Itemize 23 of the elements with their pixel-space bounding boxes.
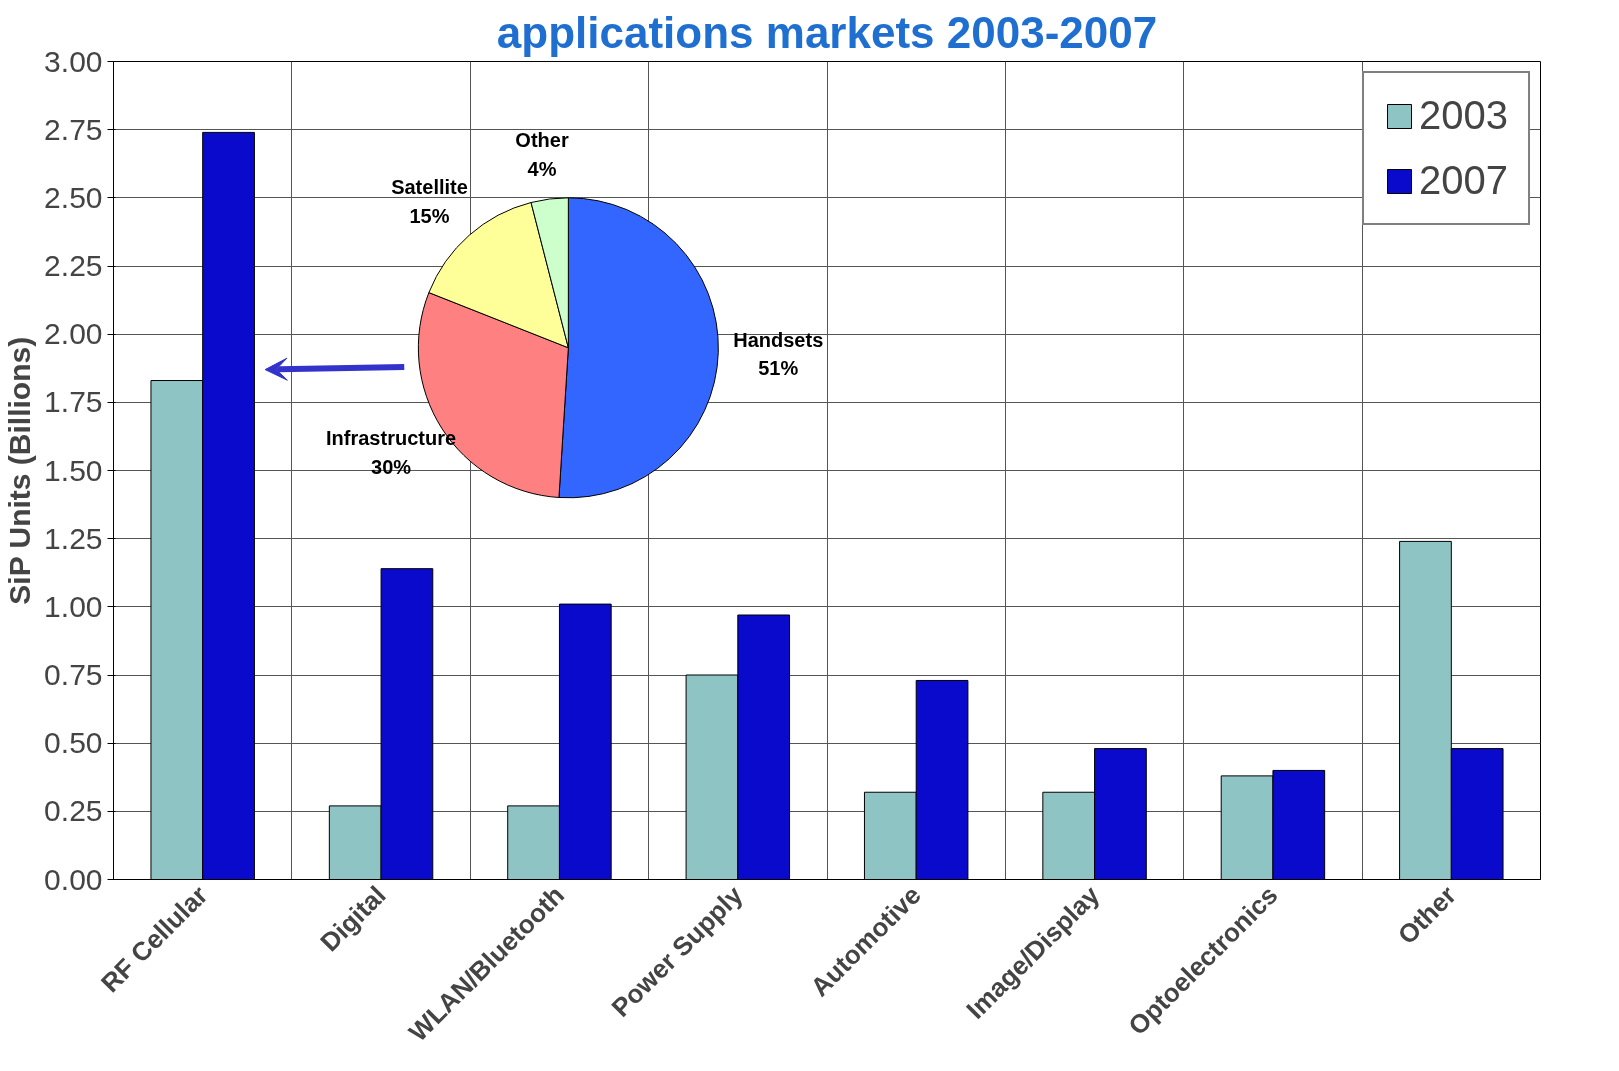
slice-label: Handsets xyxy=(733,328,824,351)
y-tick-label: 0.50 xyxy=(44,726,103,760)
slice-label: Satellite xyxy=(391,176,468,199)
data-label: 15% xyxy=(409,204,450,227)
y-tick-label: 2.25 xyxy=(44,249,103,282)
y-tick-label: 0.00 xyxy=(44,862,103,896)
y-tick-label: 1.25 xyxy=(44,521,103,555)
y-tick-label: 1.50 xyxy=(44,453,103,487)
legend-label: 2007 xyxy=(1419,158,1508,203)
y-tick-label: 1.75 xyxy=(44,385,103,419)
y-tick-label: 2.75 xyxy=(44,112,103,146)
y-tick-label: 2.50 xyxy=(44,180,103,214)
y-axis-title: SiP Units (Billions) xyxy=(3,336,37,605)
slice-label: Other xyxy=(515,129,569,152)
y-tick-label: 0.25 xyxy=(44,794,103,828)
data-label: 51% xyxy=(758,357,799,380)
chart-title: applications markets 2003-2007 xyxy=(496,7,1158,57)
y-tick-label: 3.00 xyxy=(44,44,103,78)
data-label: 4% xyxy=(527,157,557,180)
y-tick-label: 2.00 xyxy=(44,317,103,351)
legend-label: 2003 xyxy=(1419,93,1508,138)
y-tick-label: 0.75 xyxy=(44,658,103,691)
y-tick-label: 1.00 xyxy=(44,589,103,623)
